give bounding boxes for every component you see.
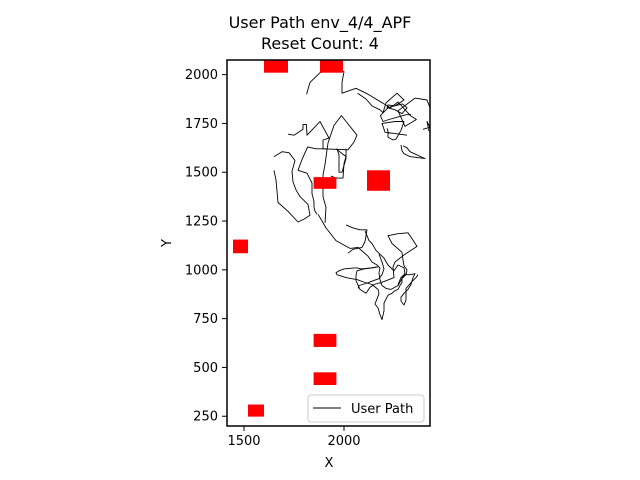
x-axis-ticks: 1500 2000 [227, 426, 361, 449]
user-path-segment [335, 266, 419, 321]
chart-title: User Path env_4/4_APF [229, 13, 412, 33]
user-path-segment [297, 146, 327, 215]
axes-frame [226, 59, 431, 427]
obstacle-rect [313, 333, 337, 347]
y-tick-label: 1500 [185, 166, 218, 181]
y-axis-label: Y [160, 239, 175, 248]
obstacle-rect [264, 60, 288, 73]
user-path-segment [364, 230, 406, 285]
user-path-segment [317, 213, 418, 294]
y-axis-ticks: 250 500 750 1000 1250 1500 1750 2000 [185, 68, 227, 425]
y-tick-label: 2000 [185, 68, 218, 83]
y-tick-label: 1750 [185, 117, 218, 132]
chart-subtitle: Reset Count: 4 [261, 34, 379, 53]
obstacle-rect [248, 404, 264, 417]
plot-content [233, 60, 430, 417]
user-path-segment [306, 68, 430, 127]
y-tick-label: 1000 [185, 263, 218, 278]
y-tick-label: 750 [193, 312, 218, 327]
legend-box [307, 394, 425, 423]
x-tick-label: 2000 [327, 434, 360, 449]
obstacle-rect [367, 170, 390, 191]
y-tick-label: 250 [193, 410, 218, 425]
plot-area [226, 59, 431, 427]
obstacle-rect [320, 60, 343, 73]
user-path-segment [345, 224, 368, 254]
user-path-segment [273, 151, 311, 223]
user-path-segment [422, 121, 430, 132]
user-path-segment [381, 121, 408, 141]
obstacle-rect [313, 177, 337, 189]
user-path-segment [400, 144, 426, 160]
user-path-segment [357, 254, 385, 289]
x-tick-label: 1500 [227, 434, 260, 449]
legend-label-user-path: User Path [351, 402, 413, 417]
obstacle-rect [313, 372, 337, 386]
y-tick-label: 1250 [185, 215, 218, 230]
obstacle-rect [233, 239, 248, 254]
x-axis-label: X [325, 456, 334, 471]
user-path-segment [357, 92, 411, 122]
y-tick-label: 500 [193, 361, 218, 376]
legend: User Path [307, 394, 425, 423]
